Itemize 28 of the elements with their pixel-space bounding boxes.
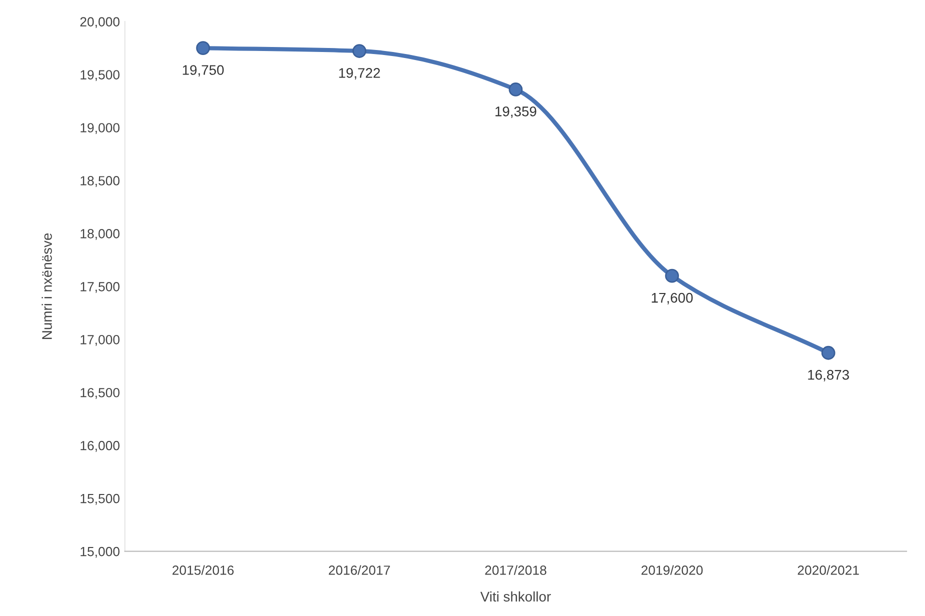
x-axis-title: Viti shkollor — [480, 591, 551, 602]
data-label: 17,600 — [652, 292, 693, 304]
y-tick-label: 15,000 — [80, 546, 120, 558]
y-tick-label: 18,000 — [80, 229, 120, 240]
point — [821, 346, 836, 360]
y-tick-label: 19,500 — [80, 70, 120, 82]
y-tick-label: 18,500 — [80, 176, 120, 187]
y-tick-label: 15,500 — [80, 494, 120, 505]
x-tick-label: 2016/2017 — [328, 565, 390, 575]
point — [508, 82, 523, 96]
data-label: 19,722 — [339, 68, 380, 80]
y-tick-label: 17,000 — [80, 334, 120, 346]
x-tick-label: 2020/2021 — [798, 565, 859, 575]
x-tick-label: 2019/2020 — [641, 565, 703, 575]
x-tick-label: 2017/2018 — [485, 565, 546, 575]
point — [665, 268, 679, 283]
y-tick-label: 16,000 — [80, 440, 120, 452]
y-tick-label: 17,500 — [80, 282, 120, 293]
data-label: 19,359 — [496, 106, 536, 118]
point — [352, 44, 366, 58]
y-axis-title: Numri i nxënësve — [42, 233, 52, 339]
y-tick-label: 16,500 — [80, 388, 120, 399]
data-label: 16,873 — [808, 370, 849, 382]
y-tick-label: 20,000 — [80, 17, 120, 28]
point — [196, 41, 210, 55]
x-tick-label: 2015/2016 — [172, 565, 234, 575]
y-tick-label: 19,000 — [80, 123, 120, 134]
data-label: 19,750 — [182, 65, 224, 77]
